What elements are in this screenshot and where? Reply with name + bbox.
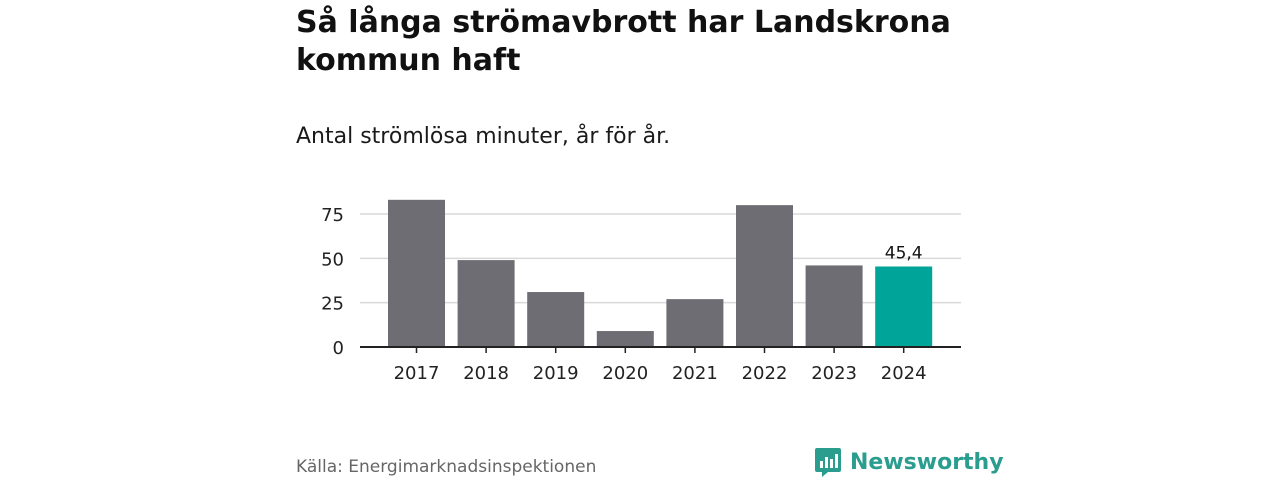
newsworthy-logo-icon <box>815 448 841 477</box>
newsworthy-logo-text: Newsworthy <box>850 449 1004 475</box>
x-tick-label: 2020 <box>602 363 648 384</box>
x-tick-label: 2022 <box>742 363 788 384</box>
bar-2020 <box>596 331 654 347</box>
y-tick-label: 50 <box>321 249 344 270</box>
chart-title: Så långa strömavbrott har Landskrona kom… <box>296 5 951 78</box>
bar-2017 <box>388 199 445 347</box>
bar-2024 <box>875 266 933 347</box>
chart-subtitle: Antal strömlösa minuter, år för år. <box>296 124 671 149</box>
bar-2018 <box>457 260 515 347</box>
y-tick-label: 25 <box>321 294 344 315</box>
bar-2023 <box>805 265 863 347</box>
bar-2019 <box>527 292 585 347</box>
data-label: 45,4 <box>885 243 923 263</box>
y-tick-label: 75 <box>321 205 344 226</box>
x-tick-label: 2019 <box>533 363 579 384</box>
bar-chart: 0 25 50 75 2017 2018 2019 2020 2021 2022 2023 2024 4… <box>321 199 961 384</box>
x-tick-label: 2021 <box>672 363 718 384</box>
bar-2021 <box>666 299 724 347</box>
newsworthy-logo: Newsworthy <box>814 446 1004 478</box>
bar-2022 <box>736 205 793 347</box>
x-tick-label: 2017 <box>394 363 440 384</box>
x-tick-label: 2018 <box>463 363 509 384</box>
x-tick-label: 2024 <box>881 363 927 384</box>
source-note: Källa: Energimarknadsinspektionen <box>296 457 597 477</box>
x-tick-label: 2023 <box>811 363 857 384</box>
y-tick-label: 0 <box>333 338 344 359</box>
